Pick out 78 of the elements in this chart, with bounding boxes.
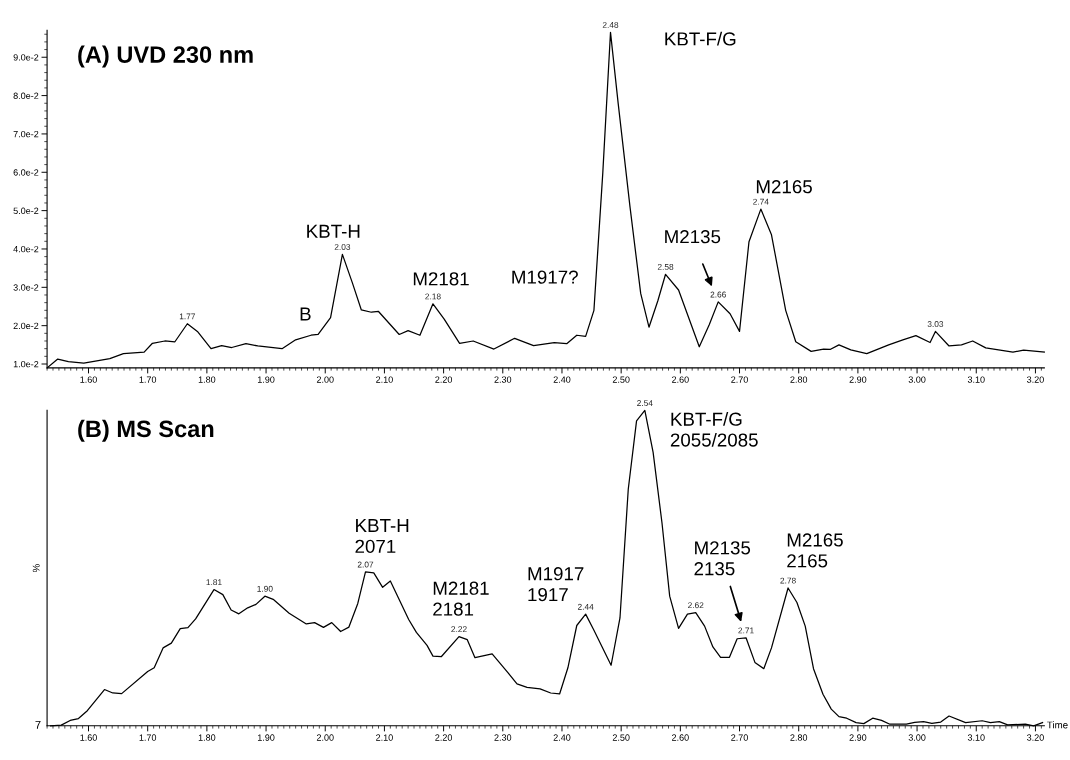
- annotation: 1.81: [206, 579, 222, 586]
- x-tick-label: 2.50: [612, 376, 630, 383]
- annotation: M2135: [665, 230, 721, 244]
- annotation: M2181: [413, 272, 469, 286]
- x-tick-label: 2.00: [316, 376, 334, 383]
- annotation: M1917 1917: [528, 567, 584, 602]
- x-tick-label: 1.90: [257, 376, 275, 383]
- x-tick-label: 2.30: [494, 734, 512, 741]
- y-tick-label: 1.0e-2: [13, 360, 39, 368]
- y-tick-label: 5.0e-2: [13, 207, 39, 214]
- x-tick-label: 2.40: [553, 734, 571, 741]
- x-tick-label: 1.70: [139, 734, 157, 741]
- annotation: 2.03: [334, 244, 351, 250]
- annotation: 2.66: [710, 291, 726, 298]
- y-tick-label: 2.0e-2: [13, 322, 39, 330]
- annotation: B: [300, 307, 311, 321]
- annotation: M2165 2165: [787, 533, 843, 568]
- x-tick-label: 1.80: [198, 376, 216, 383]
- x-tick-label: 2.70: [731, 734, 748, 741]
- annotation: 2.74: [753, 198, 769, 205]
- annotation: M2181 2181: [433, 581, 489, 616]
- x-tick-label: 3.10: [967, 376, 985, 383]
- text: 7: [35, 721, 41, 729]
- annotation: KBT-F/G 2055/2085: [670, 412, 758, 447]
- x-tick-label: 3.00: [908, 376, 926, 383]
- x-tick-label: 2.10: [376, 376, 393, 383]
- annotation: KBT-F/G: [665, 31, 736, 46]
- y-axis-title: %: [32, 564, 40, 573]
- x-tick-label: 3.10: [967, 734, 985, 741]
- y-tick-label: 6.0e-2: [13, 169, 39, 176]
- y-tick-label: 7.0e-2: [13, 130, 39, 138]
- chart-title: (B) MS Scan: [78, 419, 214, 442]
- annotation: 2.44: [577, 603, 594, 610]
- x-tick-label: 2.90: [849, 376, 867, 383]
- y-tick-label: 4.0e-2: [13, 245, 39, 253]
- x-tick-label: 1.60: [80, 734, 97, 741]
- x-tick-label: 2.80: [790, 734, 808, 741]
- x-tick-label: 2.00: [316, 734, 334, 741]
- annotation: 2.18: [425, 293, 441, 300]
- x-tick-label: 2.50: [612, 734, 630, 741]
- x-tick-label: 2.80: [790, 376, 808, 383]
- annotation: 3.03: [927, 321, 944, 327]
- y-tick-label: 3.0e-2: [13, 284, 39, 291]
- annotation: 2.48: [602, 21, 619, 28]
- x-tick-label: 2.70: [731, 376, 748, 383]
- annotation: 2.62: [688, 602, 704, 609]
- x-tick-label: 2.90: [849, 734, 867, 741]
- x-tick-label: 1.70: [139, 376, 157, 383]
- x-tick-label: 2.40: [553, 376, 571, 383]
- x-tick-label: 2.20: [435, 376, 453, 383]
- x-axis-title: Time: [1047, 721, 1068, 729]
- annotation: 2.71: [738, 627, 754, 634]
- x-tick-label: 2.10: [376, 734, 393, 741]
- y-tick-label: 8.0e-2: [13, 92, 39, 99]
- annotation: 2.58: [657, 263, 674, 270]
- annotation: 1.90: [257, 585, 273, 592]
- x-tick-label: 3.20: [1027, 734, 1044, 741]
- annotation: M2135 2135: [694, 541, 751, 576]
- x-tick-label: 1.60: [80, 376, 97, 383]
- x-tick-label: 2.20: [435, 734, 453, 741]
- annotation: 2.54: [637, 400, 653, 406]
- x-tick-label: 2.30: [494, 376, 512, 383]
- x-tick-label: 2.60: [672, 376, 689, 383]
- x-tick-label: 3.20: [1027, 376, 1044, 383]
- text: (A) UVD 230 nm: [78, 45, 253, 68]
- annotation: 2.07: [357, 561, 374, 568]
- annotation: 2.78: [780, 577, 796, 584]
- x-tick-label: 3.00: [908, 734, 926, 741]
- x-tick-label: 1.90: [257, 734, 275, 741]
- x-tick-label: 1.80: [198, 734, 216, 741]
- y-tick-label: 9.0e-2: [13, 54, 39, 61]
- x-tick-label: 2.60: [672, 734, 689, 741]
- annotation: KBT-H 2071: [355, 519, 409, 553]
- annotation: M2165: [756, 180, 812, 194]
- annotation: KBT-H: [307, 224, 360, 238]
- annotation: 1.77: [179, 313, 196, 320]
- annotation: 2.22: [451, 626, 467, 633]
- annotation: M1917?: [512, 270, 578, 284]
